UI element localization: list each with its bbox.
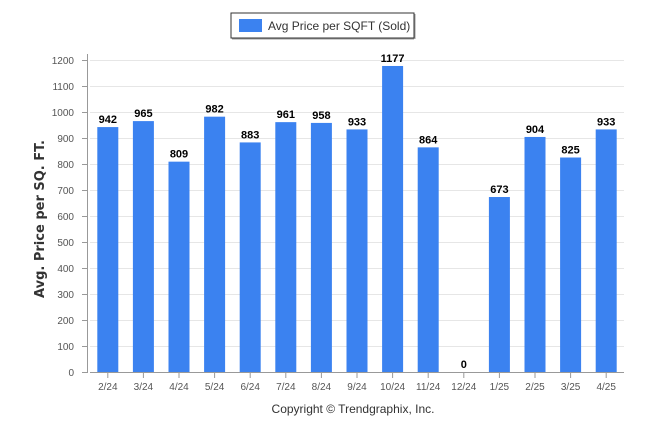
bar xyxy=(310,122,332,372)
y-tick-label: 1000 xyxy=(52,108,75,119)
data-label: 961 xyxy=(277,109,295,121)
x-tick-label: 5/24 xyxy=(205,382,225,393)
y-tick-label: 600 xyxy=(57,212,74,223)
data-label: 933 xyxy=(597,116,615,128)
bar xyxy=(382,65,404,372)
x-tick-label: 7/24 xyxy=(276,382,296,393)
bar xyxy=(524,136,546,372)
legend: Avg Price per SQFT (Sold) xyxy=(230,12,416,40)
y-tick-labels: 0 100 200 300 400 500 600 700 800 900 1000 1100 1200 xyxy=(52,56,87,379)
y-tick-label: 0 xyxy=(68,368,74,379)
y-tick-label: 500 xyxy=(57,238,74,249)
y-tick-label: 800 xyxy=(57,160,74,171)
x-tick-labels: 2/24 3/24 4/24 5/24 6/24 7/24 8/24 9/24 10/24 11/… xyxy=(98,373,616,393)
y-tick-label: 700 xyxy=(57,186,74,197)
axes xyxy=(87,54,624,373)
data-label: 673 xyxy=(490,184,508,196)
bar xyxy=(204,116,226,373)
y-axis-label: Avg. Price per SQ. FT. xyxy=(33,140,48,298)
x-tick-label: 4/24 xyxy=(169,382,189,393)
data-label: 904 xyxy=(526,124,545,136)
bars xyxy=(97,65,617,373)
x-tick-label: 12/24 xyxy=(451,382,476,393)
y-tick-label: 300 xyxy=(57,290,74,301)
bar xyxy=(417,147,439,372)
bar xyxy=(132,121,154,372)
data-label: 0 xyxy=(461,359,467,371)
data-label: 965 xyxy=(134,108,152,120)
y-tick-label: 400 xyxy=(57,264,74,275)
data-label: 1177 xyxy=(381,53,405,65)
x-tick-label: 2/24 xyxy=(98,382,118,393)
legend-label: Avg Price per SQFT (Sold) xyxy=(268,19,410,33)
x-tick-label: 9/24 xyxy=(347,382,367,393)
legend-swatch xyxy=(239,19,262,32)
y-tick-label: 200 xyxy=(57,316,74,327)
y-tick-label: 900 xyxy=(57,134,74,145)
copyright-text: Copyright © Trendgraphix, Inc. xyxy=(272,402,435,416)
data-label: 958 xyxy=(312,110,330,122)
data-label: 883 xyxy=(241,129,259,141)
data-label: 942 xyxy=(99,114,117,126)
bar xyxy=(488,197,510,372)
bar xyxy=(168,161,190,372)
y-tick-label: 1100 xyxy=(52,82,74,93)
x-tick-label: 11/24 xyxy=(416,382,441,393)
x-tick-label: 6/24 xyxy=(240,382,260,393)
data-label: 982 xyxy=(205,104,223,116)
x-tick-label: 4/25 xyxy=(596,382,616,393)
x-tick-label: 8/24 xyxy=(312,382,332,393)
y-tick-label: 100 xyxy=(57,342,74,353)
bar xyxy=(275,122,297,372)
x-tick-label: 3/24 xyxy=(134,382,154,393)
x-tick-label: 10/24 xyxy=(380,382,405,393)
data-label: 825 xyxy=(561,145,579,157)
data-labels: 942 965 809 982 883 961 958 933 1177 864 0 673 904 82… xyxy=(99,53,616,371)
data-label: 809 xyxy=(170,149,188,161)
data-label: 933 xyxy=(348,116,366,128)
bar xyxy=(560,157,582,372)
data-label: 864 xyxy=(419,134,438,146)
bar xyxy=(346,129,368,372)
bar xyxy=(595,129,617,372)
x-tick-label: 1/25 xyxy=(490,382,510,393)
bar xyxy=(239,142,261,372)
x-tick-label: 3/25 xyxy=(561,382,581,393)
bar xyxy=(97,127,119,372)
y-tick-label: 1200 xyxy=(52,56,75,67)
x-tick-label: 2/25 xyxy=(525,382,545,393)
